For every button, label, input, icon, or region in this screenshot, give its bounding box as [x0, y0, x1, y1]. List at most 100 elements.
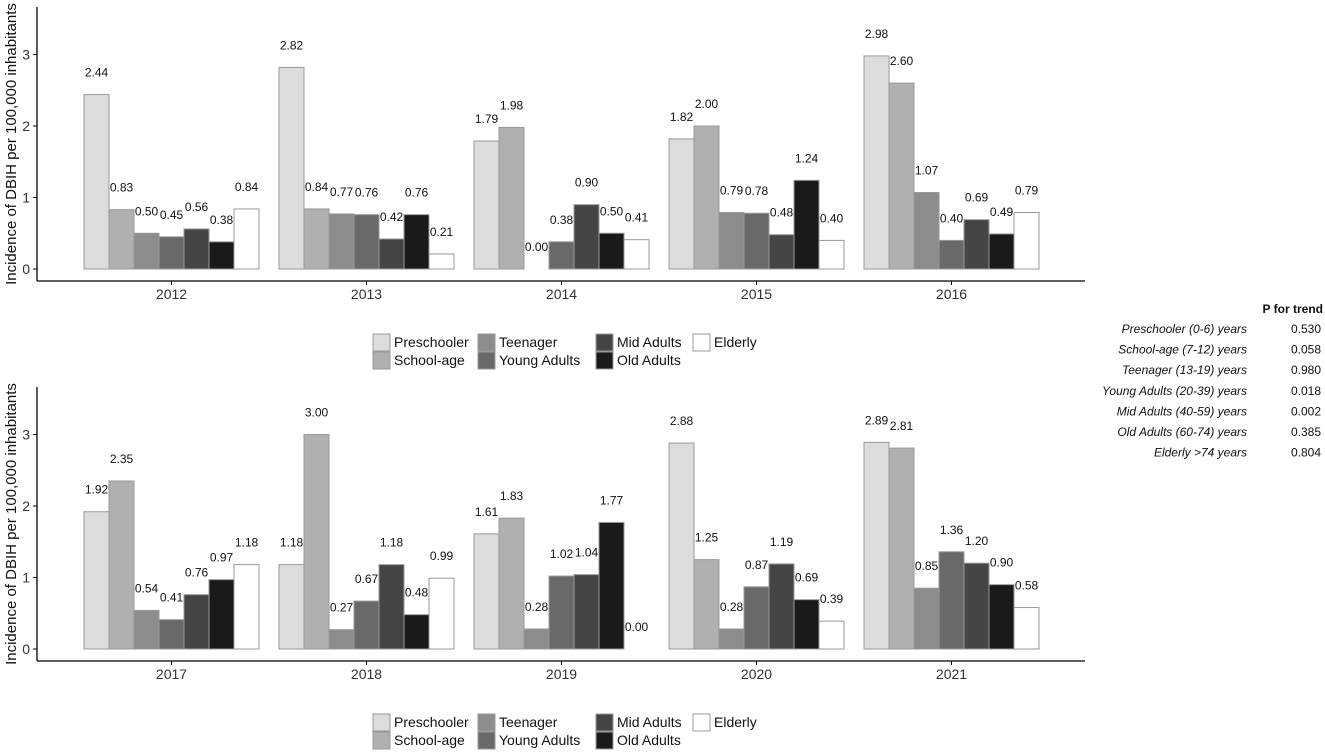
y-tick-label: 3 — [22, 427, 30, 443]
data-label: 1.02 — [550, 547, 574, 561]
data-label: 0.90 — [575, 176, 599, 190]
data-label: 0.54 — [135, 581, 159, 595]
trend-row-value: 0.385 — [1291, 425, 1321, 439]
bar-teenager — [913, 587, 940, 650]
bar-mid-adults — [378, 238, 405, 270]
bar-mid-adults — [573, 574, 600, 650]
data-label: 0.79 — [1015, 184, 1039, 198]
legend-label: School-age — [394, 732, 465, 748]
bar-teenager — [328, 629, 355, 650]
bar-elderly — [233, 564, 260, 650]
bar-old-adults — [403, 614, 430, 650]
data-label: 0.40 — [820, 211, 844, 225]
bar-old-adults — [793, 179, 820, 270]
data-label: 0.49 — [990, 205, 1014, 219]
data-label: 1.07 — [915, 163, 939, 177]
data-label: 0.48 — [770, 206, 794, 220]
bar-elderly — [1013, 212, 1040, 270]
bar-school-age — [303, 434, 330, 650]
data-label: 0.21 — [430, 225, 454, 239]
legend-swatch-preschooler — [372, 333, 391, 352]
bar-young-adults — [353, 214, 380, 270]
x-category-label: 2013 — [351, 286, 382, 302]
bar-old-adults — [208, 579, 235, 650]
data-label: 0.79 — [720, 184, 744, 198]
data-label: 0.42 — [380, 210, 404, 224]
legend-label: Elderly — [714, 334, 757, 350]
data-label: 1.92 — [85, 483, 109, 497]
bar-school-age — [888, 82, 915, 270]
bar-teenager — [328, 213, 355, 270]
bar-school-age — [108, 209, 135, 270]
bar-young-adults — [158, 619, 185, 650]
legend-label: Young Adults — [499, 732, 580, 748]
y-tick-label: 1 — [22, 570, 30, 586]
legend-swatch-mid-adults — [595, 333, 614, 352]
bar-teenager — [133, 609, 160, 650]
data-label: 0.41 — [625, 211, 649, 225]
legend-label: Elderly — [714, 714, 757, 730]
data-label: 2.00 — [695, 97, 719, 111]
data-label: 0.78 — [745, 184, 769, 198]
data-label: 0.76 — [405, 186, 429, 200]
data-label: 0.84 — [235, 180, 259, 194]
data-label: 0.76 — [185, 566, 209, 580]
bar-young-adults — [743, 212, 770, 270]
trend-row-value: 0.002 — [1291, 404, 1321, 418]
bar-young-adults — [938, 239, 965, 270]
bar-old-adults — [598, 521, 625, 650]
bar-elderly — [623, 239, 650, 270]
y-tick-label: 3 — [22, 47, 30, 63]
trend-row-name: Teenager (13-19) years — [1122, 363, 1247, 377]
data-label: 1.83 — [500, 489, 524, 503]
bar-teenager — [718, 628, 745, 650]
trend-row-name: Elderly >74 years — [1154, 446, 1247, 460]
bar-elderly — [233, 208, 260, 270]
bar-teenager — [913, 191, 940, 270]
data-label: 1.82 — [670, 110, 694, 124]
data-label: 0.48 — [405, 586, 429, 600]
data-label: 1.18 — [235, 536, 259, 550]
bar-school-age — [498, 517, 525, 650]
trend-row-name: Young Adults (20-39) years — [1102, 384, 1247, 398]
data-label: 0.45 — [160, 208, 184, 222]
data-label: 0.28 — [525, 600, 549, 614]
trend-row-value: 0.530 — [1291, 322, 1321, 336]
bar-preschooler — [668, 138, 695, 270]
x-category-label: 2019 — [546, 666, 577, 682]
x-category-label: 2021 — [936, 666, 967, 682]
bar-mid-adults — [573, 204, 600, 270]
bar-mid-adults — [378, 564, 405, 650]
y-tick-label: 1 — [22, 190, 30, 206]
data-label: 0.77 — [330, 185, 354, 199]
bar-young-adults — [158, 236, 185, 270]
trend-row-value: 0.980 — [1291, 363, 1321, 377]
data-label: 1.18 — [280, 536, 304, 550]
bar-teenager — [133, 232, 160, 270]
data-label: 1.36 — [940, 523, 964, 537]
bar-mid-adults — [183, 594, 210, 650]
data-label: 0.40 — [940, 211, 964, 225]
data-label: 0.39 — [820, 592, 844, 606]
x-category-label: 2020 — [741, 666, 772, 682]
legend-swatch-school-age — [372, 731, 391, 750]
legend-swatch-old-adults — [595, 731, 614, 750]
bar-elderly — [818, 620, 845, 650]
bar-old-adults — [598, 232, 625, 270]
data-label: 0.38 — [210, 213, 234, 227]
data-label: 2.35 — [110, 452, 134, 466]
bar-old-adults — [793, 599, 820, 650]
bar-old-adults — [403, 214, 430, 270]
bar-old-adults — [988, 584, 1015, 650]
trend-row-value: 0.018 — [1291, 384, 1321, 398]
bar-school-age — [888, 447, 915, 650]
legend-swatch-mid-adults — [595, 713, 614, 732]
legend-swatch-teenager — [477, 713, 496, 732]
data-label: 0.97 — [210, 551, 234, 565]
data-label: 0.67 — [355, 572, 379, 586]
trend-row-name: Preschooler (0-6) years — [1122, 322, 1247, 336]
y-tick-label: 0 — [22, 641, 30, 657]
data-label: 2.89 — [865, 413, 889, 427]
data-label: 0.87 — [745, 558, 769, 572]
